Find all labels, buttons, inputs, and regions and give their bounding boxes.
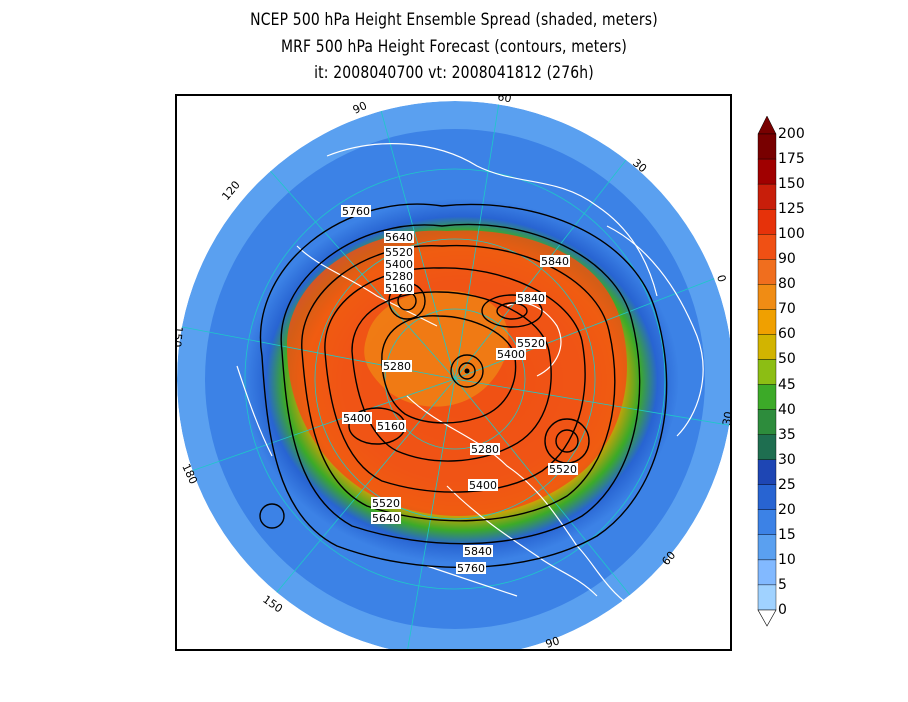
contour-label: 5640 xyxy=(385,231,413,244)
lon-label: 30 xyxy=(720,410,732,426)
colorbar-label: 200 xyxy=(778,126,805,142)
contour-label: 5760 xyxy=(342,205,370,218)
colorbar-bottom-arrow xyxy=(757,609,777,627)
chart-time-line: it: 2008040700 vt: 2008041812 (276h) xyxy=(314,63,594,83)
contour-label: 5520 xyxy=(385,246,413,259)
colorbar-swatch xyxy=(757,334,777,360)
colorbar-label: 15 xyxy=(778,526,796,543)
colorbar-swatch xyxy=(757,384,777,410)
colorbar-swatch xyxy=(757,484,777,511)
colorbar-swatch xyxy=(757,559,777,586)
colorbar-swatch xyxy=(757,309,777,335)
contour-label: 5520 xyxy=(517,337,545,350)
colorbar-label: 100 xyxy=(778,226,805,243)
lon-label: 150 xyxy=(177,326,185,348)
colorbar-label: 175 xyxy=(778,151,805,168)
colorbar-label: 60 xyxy=(778,326,796,343)
colorbar-swatch xyxy=(757,208,777,235)
colorbar-label: 5 xyxy=(778,576,787,593)
colorbar-swatch xyxy=(757,509,777,536)
colorbar-swatches xyxy=(757,116,777,627)
low-center-marker xyxy=(464,368,470,374)
colorbar-label: 90 xyxy=(778,251,796,268)
colorbar-label: 20 xyxy=(778,501,796,518)
polar-map: 5760 5640 5520 5400 5280 5160 5840 5840 … xyxy=(175,94,732,651)
colorbar-swatch xyxy=(757,133,777,160)
contour-label: 5400 xyxy=(497,348,525,361)
colorbar-label: 70 xyxy=(778,301,796,318)
contour-label: 5280 xyxy=(471,443,499,456)
contour-label: 5840 xyxy=(541,255,569,268)
contour-label: 5520 xyxy=(372,497,400,510)
colorbar: 200 175 150 125 100 90 80 70 60 50 45 40 35 30 25 20 15 1… xyxy=(756,116,876,628)
colorbar-label: 45 xyxy=(778,376,796,393)
contour-label: 5840 xyxy=(464,545,492,558)
colorbar-swatch xyxy=(757,183,777,210)
contour-label: 5760 xyxy=(457,562,485,575)
colorbar-swatch xyxy=(757,434,777,460)
colorbar-swatch xyxy=(757,284,777,310)
colorbar-swatch xyxy=(757,259,777,285)
contour-label: 5160 xyxy=(377,420,405,433)
chart-subtitle: MRF 500 hPa Height Forecast (contours, m… xyxy=(280,37,628,57)
colorbar-swatch xyxy=(757,459,777,486)
contour-label: 5280 xyxy=(383,360,411,373)
contour-label: 5640 xyxy=(372,512,400,525)
colorbar-label: 40 xyxy=(778,401,796,418)
longitude-labels: 60 30 0 30 60 90 120 150 180 150 120 90 xyxy=(177,96,732,651)
colorbar-label: 10 xyxy=(778,551,796,568)
lon-label: 0 xyxy=(714,273,728,283)
colorbar-label: 125 xyxy=(778,201,805,218)
colorbar-label: 35 xyxy=(778,426,796,443)
colorbar-label: 80 xyxy=(778,276,796,293)
colorbar-swatch xyxy=(757,158,777,185)
lon-label: 120 xyxy=(219,178,242,202)
chart-title: NCEP 500 hPa Height Ensemble Spread (sha… xyxy=(250,10,658,30)
colorbar-swatch xyxy=(757,584,777,611)
lon-label: 90 xyxy=(351,99,369,117)
colorbar-label: 30 xyxy=(778,451,796,468)
contour-label: 5840 xyxy=(517,292,545,305)
colorbar-swatch xyxy=(757,359,777,385)
contour-label: 5400 xyxy=(343,412,371,425)
contour-label: 5400 xyxy=(469,479,497,492)
colorbar-swatch xyxy=(757,233,777,260)
contour-labels: 5760 5640 5520 5400 5280 5160 5840 5840 … xyxy=(341,205,578,575)
colorbar-swatch xyxy=(757,409,777,435)
coastlines xyxy=(236,143,704,617)
contour-label: 5160 xyxy=(385,282,413,295)
colorbar-top-arrow xyxy=(757,116,777,135)
colorbar-label: 50 xyxy=(778,351,796,368)
lon-label: 150 xyxy=(260,593,285,616)
colorbar-label: 150 xyxy=(778,176,805,193)
colorbar-label: 0 xyxy=(778,602,787,618)
colorbar-label: 25 xyxy=(778,476,796,493)
lon-label: 90 xyxy=(544,634,561,651)
contour-label: 5520 xyxy=(549,463,577,476)
colorbar-swatch xyxy=(757,534,777,561)
polar-map-svg: 5760 5640 5520 5400 5280 5160 5840 5840 … xyxy=(177,96,732,651)
contour-label: 5400 xyxy=(385,258,413,271)
contour-label: 5280 xyxy=(385,270,413,283)
lon-label: 60 xyxy=(496,96,512,105)
